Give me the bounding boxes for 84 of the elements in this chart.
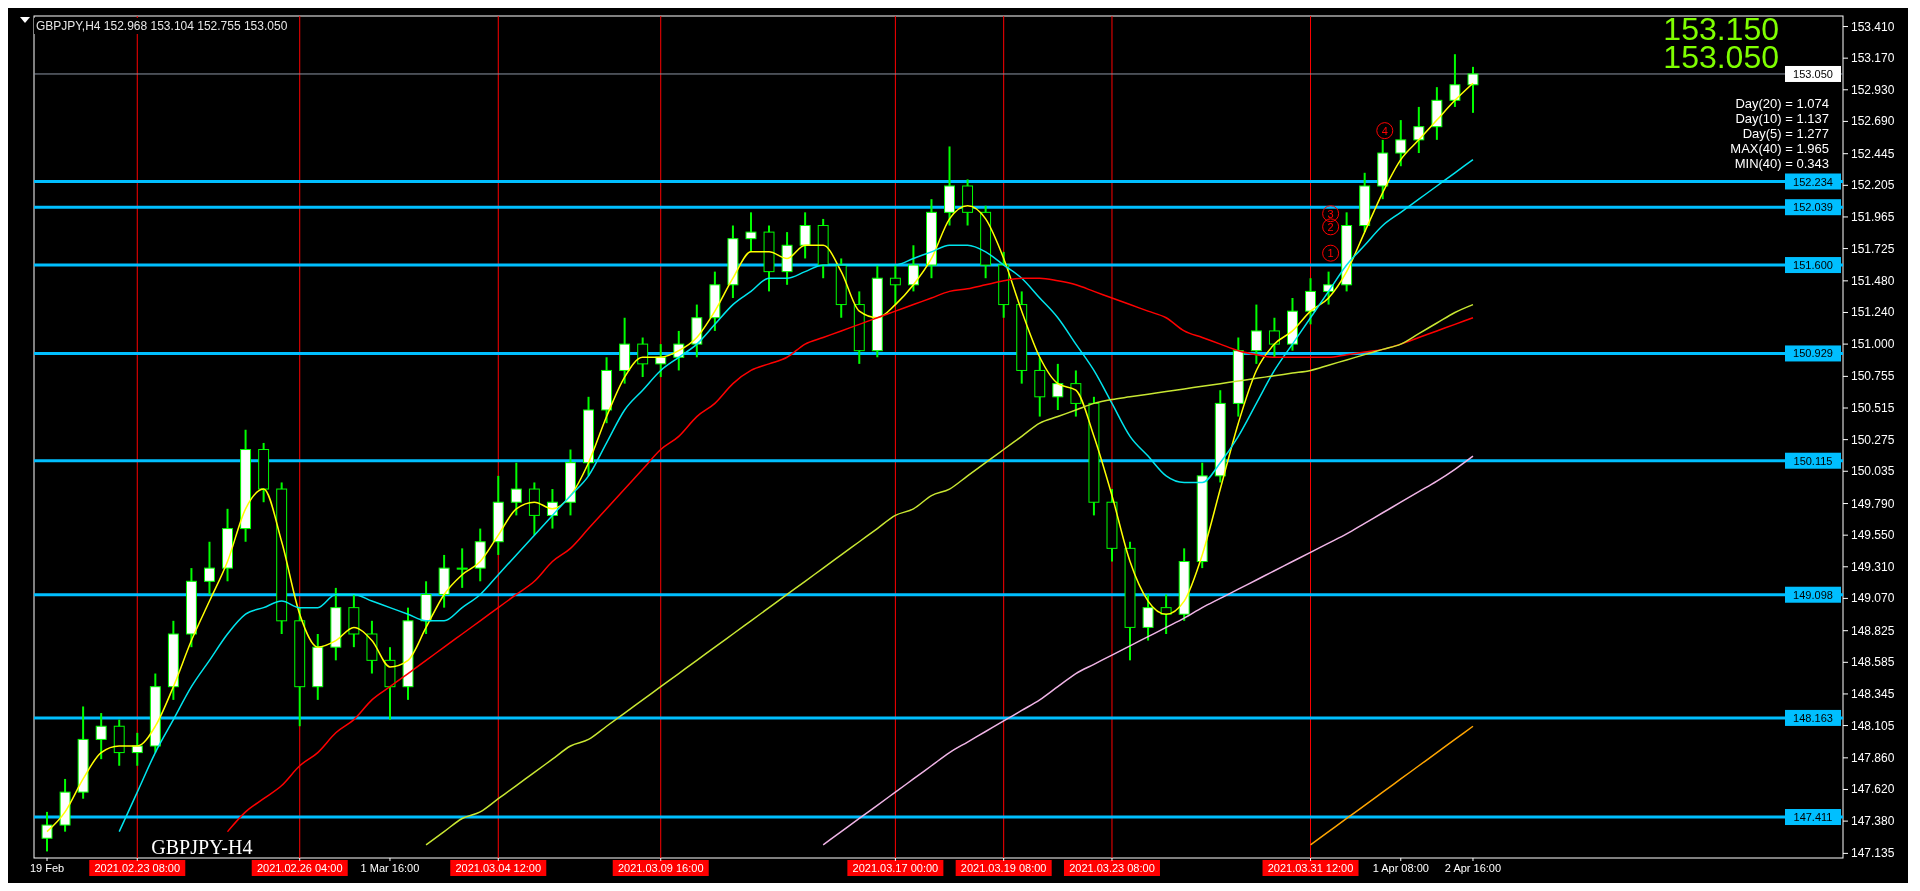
line-series <box>1309 725 1474 846</box>
y-tick-label: 151.965 <box>1851 209 1895 224</box>
candlestick <box>655 343 667 379</box>
candlestick <box>1052 362 1064 411</box>
y-tick-label: 150.755 <box>1851 369 1895 384</box>
y-tick-label: 153.410 <box>1851 19 1895 34</box>
candlestick <box>1142 593 1154 642</box>
annotation: GBPJPY,H4 152.968 153.104 152.755 153.050 <box>36 19 288 33</box>
ref-line-label: 148.163 <box>1793 711 1833 724</box>
y-tick-label: 152.445 <box>1851 146 1895 161</box>
x-tick-label: 2021.03.17 00:00 <box>852 862 939 874</box>
annotation: 1 <box>1327 247 1334 260</box>
candlestick <box>456 547 468 589</box>
candlestick <box>799 211 811 260</box>
ref-line-label: 152.039 <box>1793 201 1833 214</box>
x-tick-label: 19 Feb <box>29 862 65 874</box>
candlestick <box>1250 303 1262 365</box>
candlestick <box>1305 277 1316 326</box>
y-tick-label: 150.275 <box>1851 432 1895 447</box>
y-tick-label: 153.170 <box>1851 51 1895 66</box>
annotation: Day(5) = 1.277 <box>1742 126 1829 141</box>
y-tick-label: 147.135 <box>1851 846 1895 861</box>
x-tick-label: 2021.03.04 12:00 <box>455 862 542 874</box>
candlestick <box>41 810 53 853</box>
x-tick-label: 2021.03.19 08:00 <box>960 862 1047 874</box>
annotation: 4 <box>1381 124 1388 137</box>
candlestick <box>745 211 757 253</box>
x-tick-label: 1 Apr 08:00 <box>1372 862 1429 874</box>
line-series <box>425 303 1474 846</box>
x-tick-label: 2021.03.09 16:00 <box>617 862 704 874</box>
y-tick-label: 149.070 <box>1851 591 1895 606</box>
y-tick-label: 147.860 <box>1851 750 1895 765</box>
y-tick-label: 149.310 <box>1851 559 1895 574</box>
y-tick-label: 152.690 <box>1851 114 1895 129</box>
y-tick-label: 148.825 <box>1851 623 1895 638</box>
x-tick-label: 2 Apr 16:00 <box>1444 862 1502 874</box>
x-tick-label: 2021.03.23 08:00 <box>1069 862 1155 874</box>
line-series <box>822 455 1474 846</box>
annotation: 3 <box>1327 207 1334 220</box>
y-tick-label: 150.035 <box>1851 464 1895 479</box>
ref-line-label: 150.115 <box>1793 454 1833 467</box>
candlestick <box>1449 53 1461 108</box>
candlestick <box>889 264 901 306</box>
candlestick <box>1070 369 1082 418</box>
candlestick <box>510 461 522 517</box>
y-tick-label: 147.380 <box>1851 814 1895 829</box>
candlestick <box>1413 105 1425 155</box>
y-tick-label: 151.480 <box>1851 273 1895 288</box>
y-tick-label: 148.345 <box>1851 686 1895 701</box>
y-tick-label: 147.620 <box>1851 782 1895 797</box>
ref-line-label: 152.234 <box>1793 175 1833 188</box>
x-tick-label: 1 Mar 16:00 <box>360 862 420 874</box>
y-tick-label: 152.205 <box>1851 178 1895 193</box>
annotation: MIN(40) = 0.343 <box>1734 156 1829 171</box>
annotation: GBPJPY-H4 <box>151 836 253 858</box>
y-tick-label: 150.515 <box>1851 401 1895 416</box>
y-tick-label: 151.240 <box>1851 305 1895 320</box>
x-tick-label: 2021.02.23 08:00 <box>94 862 181 874</box>
ref-line-label: 150.929 <box>1793 347 1833 360</box>
ref-line-label: 153.050 <box>1793 67 1833 80</box>
annotation: 2 <box>1327 220 1334 233</box>
y-tick-label: 149.550 <box>1851 528 1895 543</box>
candlestick <box>637 336 649 379</box>
candlestick <box>1395 119 1407 168</box>
candlestick <box>204 540 215 596</box>
x-tick-label: 2021.03.31 12:00 <box>1267 862 1354 874</box>
annotation: MAX(40) = 1.965 <box>1730 141 1829 156</box>
candlestick <box>95 712 107 761</box>
candlestick <box>1323 270 1335 306</box>
candlestick <box>1467 65 1479 114</box>
y-tick-label: 148.105 <box>1851 718 1895 733</box>
x-tick-label: 2021.02.26 04:00 <box>256 862 343 874</box>
candlestick <box>1268 316 1280 359</box>
ref-line-label: 151.600 <box>1793 259 1833 272</box>
y-tick-label: 148.585 <box>1851 655 1895 670</box>
y-tick-label: 151.000 <box>1851 337 1895 352</box>
annotation: Day(20) = 1.074 <box>1735 96 1829 111</box>
candlestick <box>907 244 919 293</box>
annotation: Day(10) = 1.137 <box>1735 111 1829 126</box>
y-tick-label: 149.790 <box>1851 496 1895 511</box>
y-tick-label: 152.930 <box>1851 82 1895 97</box>
y-tick-label: 151.725 <box>1851 241 1895 256</box>
ref-line-label: 147.411 <box>1793 811 1833 824</box>
ref-line-label: 149.098 <box>1793 588 1833 601</box>
